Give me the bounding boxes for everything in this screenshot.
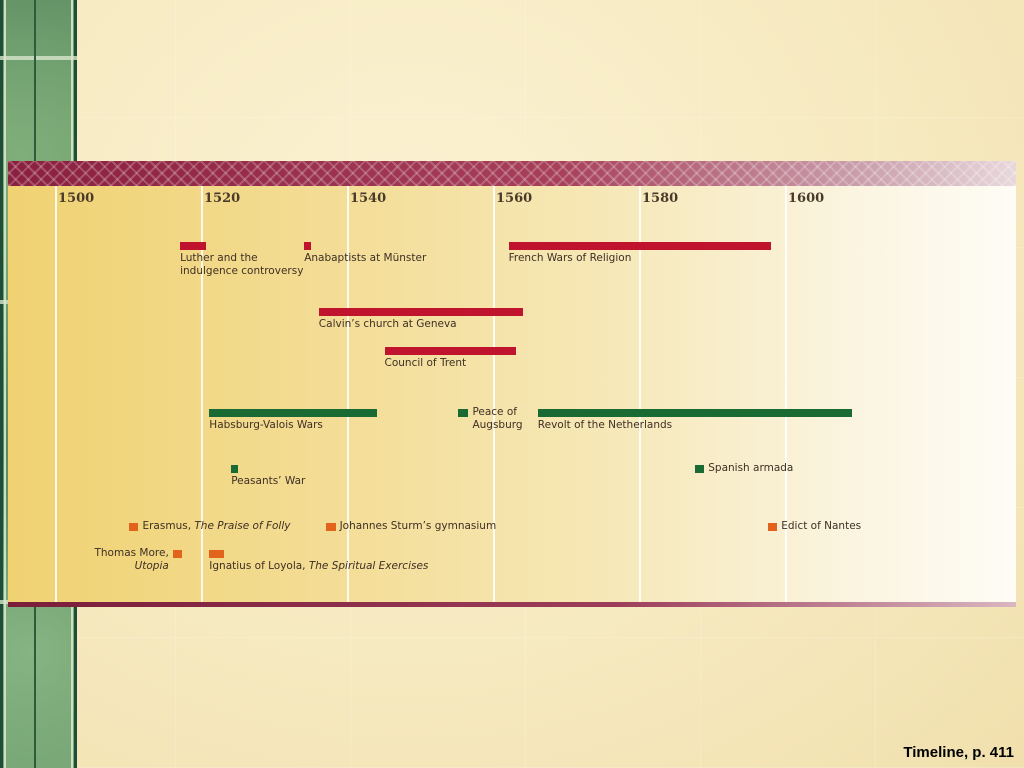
event-label-text: Thomas More, <box>94 547 169 559</box>
event-label-trent: Council of Trent <box>385 357 467 370</box>
decorative-footer-band <box>8 602 1016 607</box>
year-label-1500: 1500 <box>58 191 95 206</box>
event-label-line: Luther and the <box>180 252 258 264</box>
event-label-line: Peasants’ War <box>231 475 306 487</box>
event-label-sturm: Johannes Sturm’s gymnasium <box>340 520 497 533</box>
event-label-more: Thomas More, Utopia <box>94 547 168 573</box>
event-bar-french-wars <box>508 242 772 250</box>
event-label-text: Erasmus, <box>142 520 195 532</box>
event-label-loyola: Ignatius of Loyola, The Spiritual Exerci… <box>209 560 428 573</box>
year-label-1540: 1540 <box>350 191 387 206</box>
event-bar-armada <box>694 465 705 473</box>
year-label-1580: 1580 <box>642 191 679 206</box>
event-bar-erasmus <box>129 523 139 531</box>
year-gridline-1560 <box>493 186 495 602</box>
event-bar-trent <box>384 347 516 355</box>
event-label-line: French Wars of Religion <box>508 252 632 264</box>
year-gridline-1500 <box>55 186 57 602</box>
event-bar-loyola <box>209 550 224 558</box>
event-label-title: Utopia <box>134 560 169 572</box>
event-label-calvin: Calvin’s church at Geneva <box>319 318 457 331</box>
event-bar-calvin <box>318 308 524 316</box>
event-label-title: The Praise of Folly <box>194 520 291 532</box>
event-bar-augsburg <box>457 409 469 417</box>
event-label-erasmus: Erasmus, The Praise of Folly <box>142 520 290 533</box>
event-label-nantes: Edict of Nantes <box>781 520 861 533</box>
event-label-title: The Spiritual Exercises <box>308 560 429 572</box>
event-label-line: Johannes Sturm’s gymnasium <box>339 520 497 532</box>
year-label-1520: 1520 <box>204 191 241 206</box>
event-label-line: Spanish armada <box>708 462 794 474</box>
event-bar-habsburg-valois <box>209 409 378 417</box>
event-bar-anabaptists <box>304 242 312 250</box>
timeline-panel: 1500 1520 1540 1560 1580 1600 Luther and the in… <box>8 161 1016 607</box>
event-label-netherlands: Revolt of the Netherlands <box>538 419 672 432</box>
event-label-habsburg-valois: Habsburg-Valois Wars <box>209 419 323 432</box>
event-label-line: Augsburg <box>472 419 523 431</box>
event-bar-peasants-war <box>231 465 239 473</box>
year-gridline-1600 <box>785 186 787 602</box>
year-gridline-1520 <box>201 186 203 602</box>
event-label-line: Calvin’s church at Geneva <box>318 318 457 330</box>
event-label-line: Council of Trent <box>384 357 467 369</box>
event-bar-nantes <box>767 523 778 531</box>
border-band <box>0 56 77 60</box>
slide-caption: Timeline, p. 411 <box>903 744 1014 761</box>
event-label-armada: Spanish armada <box>708 462 793 475</box>
event-bar-luther <box>180 242 206 250</box>
decorative-header-band <box>8 161 1016 186</box>
event-bar-sturm <box>326 523 336 531</box>
event-label-anabaptists: Anabaptists at Münster <box>304 252 426 265</box>
event-bar-more <box>172 550 183 558</box>
year-label-1600: 1600 <box>788 191 825 206</box>
event-label-line: Revolt of the Netherlands <box>537 419 673 431</box>
event-label-line: Peace of <box>472 406 517 418</box>
event-label-line: Anabaptists at Münster <box>304 252 427 264</box>
event-label-augsburg: Peace of Augsburg <box>472 406 522 432</box>
event-label-text: Ignatius of Loyola, <box>209 560 309 572</box>
year-label-1560: 1560 <box>496 191 533 206</box>
event-label-luther: Luther and the indulgence controversy <box>180 252 303 278</box>
event-bar-netherlands <box>537 409 852 417</box>
event-label-line: Edict of Nantes <box>781 520 862 532</box>
event-label-line: Habsburg-Valois Wars <box>209 419 323 431</box>
event-label-line: indulgence controversy <box>180 265 304 277</box>
year-gridline-1580 <box>639 186 641 602</box>
event-label-peasants-war: Peasants’ War <box>231 475 305 488</box>
year-gridline-1540 <box>347 186 349 602</box>
event-label-french-wars: French Wars of Religion <box>509 252 632 265</box>
